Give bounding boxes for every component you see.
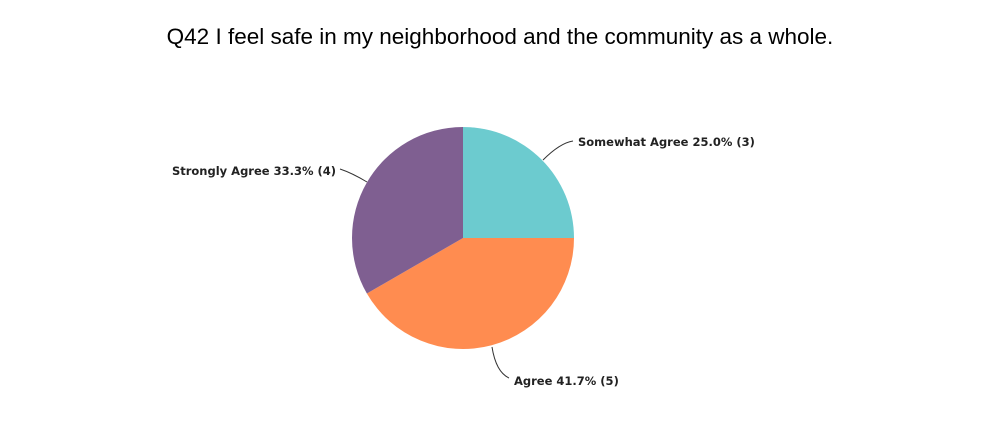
slice-label-somewhat-agree: Somewhat Agree 25.0% (3) [578,135,755,149]
pie-slices [351,127,574,350]
leader-line-somewhat-agree [542,140,574,161]
leader-line-agree [491,346,510,379]
pie-slice-agree [366,238,574,350]
leader-line-strongly-agree [339,168,368,183]
chart-title: Q42 I feel safe in my neighborhood and t… [166,24,834,49]
pie-slice-somewhat-agree [463,127,574,238]
slice-label-agree: Agree 41.7% (5) [514,374,619,388]
pie-slice-strongly-agree [351,127,463,294]
slice-label-strongly-agree: Strongly Agree 33.3% (4) [172,164,336,178]
leader-lines [339,140,574,379]
slice-labels: Somewhat Agree 25.0% (3) Agree 41.7% (5) S… [172,135,755,388]
